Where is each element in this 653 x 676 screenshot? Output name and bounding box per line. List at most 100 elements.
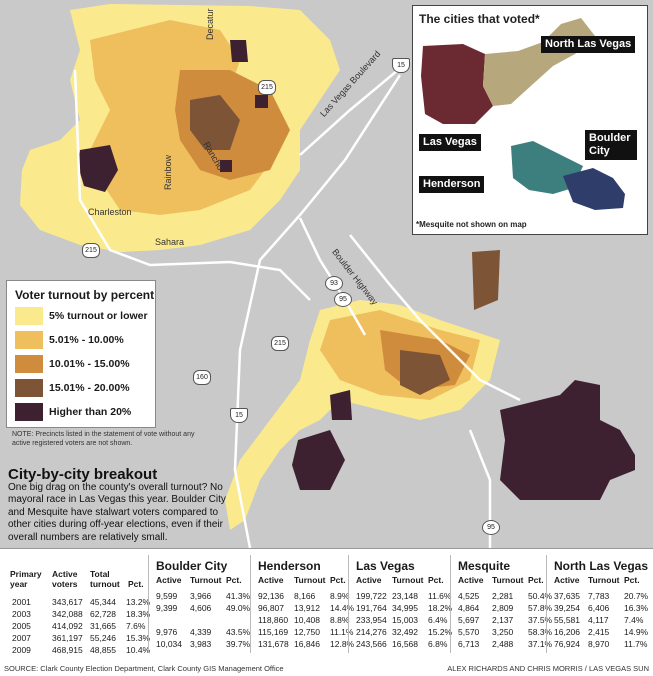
city-cell: 6.4% — [428, 615, 448, 625]
r215-shield-east: 215 — [271, 336, 289, 351]
city-cell: 8.9% — [330, 591, 350, 601]
column-divider — [348, 555, 349, 653]
header-active: Active — [356, 575, 382, 585]
city-cell: 115,169 — [258, 627, 289, 637]
column-divider — [450, 555, 451, 653]
city-name: Henderson — [258, 559, 321, 573]
city-cell: 2,281 — [492, 591, 514, 601]
breakout-body: One big drag on the county's overall tur… — [8, 482, 226, 543]
inset-north-las-vegas-shape — [483, 18, 595, 106]
city-cell: 10,034 — [156, 639, 182, 649]
boulder-hwy-road — [349, 234, 521, 402]
header-total-line1: Total — [90, 569, 110, 579]
city-cell: 41.3% — [226, 591, 251, 601]
lv-west-dark — [78, 145, 118, 192]
header-active: Active — [156, 575, 182, 585]
city-cell: 12.8% — [330, 639, 355, 649]
city-cell: 23,148 — [392, 591, 418, 601]
city-cell: 191,764 — [356, 603, 387, 613]
us95-shield-mid: 95 — [334, 292, 352, 307]
column-divider — [250, 555, 251, 653]
header-turnout: Turnout — [392, 575, 424, 585]
inset-label-henderson: Henderson — [419, 176, 485, 193]
city-cell: 16,846 — [294, 639, 320, 649]
lv-brown-patch — [190, 95, 240, 150]
boulder-city-precincts — [500, 380, 635, 500]
road-network — [73, 59, 521, 548]
year-cell: 2005 — [12, 621, 31, 631]
legend-item: 5.01% - 10.00% — [15, 331, 153, 349]
city-cell: 7.4% — [624, 615, 644, 625]
header-turnout: Turnout — [588, 575, 620, 585]
city-cell: 9,976 — [156, 627, 178, 637]
city-cell: 20.7% — [624, 591, 649, 601]
city-cell: 14.9% — [624, 627, 649, 637]
city-name: North Las Vegas — [554, 559, 649, 573]
precinct-note: NOTE: Precincts listed in the statement … — [12, 431, 195, 447]
header-county-pct: Pct. — [128, 579, 144, 589]
breakout-title: City-by-city breakout — [8, 466, 158, 483]
header-total: Total turnout — [90, 569, 120, 589]
us95-shield-south: 95 — [482, 520, 500, 535]
inset-label-las-vegas: Las Vegas — [419, 134, 481, 151]
city-cell: 5,570 — [458, 627, 480, 637]
inset-label-north-las-vegas: North Las Vegas — [541, 36, 636, 53]
city-cell: 10,408 — [294, 615, 320, 625]
city-cell: 5,697 — [458, 615, 480, 625]
header-active: Active — [458, 575, 484, 585]
year-cell: 2001 — [12, 597, 31, 607]
legend-label: 10.01% - 15.00% — [49, 358, 130, 370]
legend-item: 10.01% - 15.00% — [15, 355, 153, 373]
county-cell: 18.3% — [126, 609, 151, 619]
city-cell: 37,635 — [554, 591, 580, 601]
header-year-line2: year — [10, 579, 28, 589]
county-cell: 342,088 — [52, 609, 83, 619]
city-cell: 39.7% — [226, 639, 251, 649]
county-cell: 55,246 — [90, 633, 116, 643]
city-cell: 243,566 — [356, 639, 387, 649]
turnout-map: Decatur Las Vegas Boulevard Rancho Rainb… — [0, 0, 653, 548]
city-cell: 57.8% — [528, 603, 553, 613]
city-cell: 131,678 — [258, 639, 289, 649]
header-pct: Pct. — [428, 575, 444, 585]
source-credit: SOURCE: Clark County Election Department… — [4, 664, 284, 673]
city-cell: 4,339 — [190, 627, 212, 637]
county-cell: 7.6% — [126, 621, 146, 631]
hd-dark-lakes — [330, 390, 352, 420]
header-turnout: Turnout — [294, 575, 326, 585]
legend-swatch — [15, 307, 43, 325]
city-cell: 12,750 — [294, 627, 320, 637]
bc-dark-area — [500, 380, 635, 500]
city-name: Mesquite — [458, 559, 511, 573]
city-cell: 92,136 — [258, 591, 284, 601]
hd-brown-area — [400, 350, 450, 395]
city-cell: 8,166 — [294, 591, 316, 601]
county-cell: 45,344 — [90, 597, 116, 607]
city-cell: 2,415 — [588, 627, 610, 637]
city-cell: 43.5% — [226, 627, 251, 637]
city-cell: 118,860 — [258, 615, 289, 625]
county-cell: 15.3% — [126, 633, 151, 643]
inset-title: The cities that voted* — [419, 12, 540, 26]
header-pct: Pct. — [528, 575, 544, 585]
inset-boulder-city-shape — [563, 168, 625, 210]
r215-shield-north: 215 — [258, 80, 276, 95]
county-cell: 48,855 — [90, 645, 116, 655]
inset-las-vegas-shape — [421, 44, 493, 124]
beltway-road — [73, 69, 311, 301]
city-cell: 11.1% — [330, 627, 354, 637]
legend-swatch — [15, 331, 43, 349]
header-turnout: Turnout — [190, 575, 222, 585]
column-divider — [148, 555, 149, 653]
county-cell: 62,728 — [90, 609, 116, 619]
road-label-decatur: Decatur — [205, 8, 215, 40]
city-cell: 37.1% — [528, 639, 553, 649]
i15-shield-south: 15 — [230, 408, 248, 423]
header-active: Active — [258, 575, 284, 585]
city-cell: 96,807 — [258, 603, 284, 613]
cities-inset-map: The cities that voted* North Las Vegas L… — [412, 5, 648, 235]
i15-shield-north: 15 — [392, 58, 410, 73]
city-cell: 9,599 — [156, 591, 178, 601]
city-cell: 15,003 — [392, 615, 418, 625]
county-cell: 468,915 — [52, 645, 83, 655]
